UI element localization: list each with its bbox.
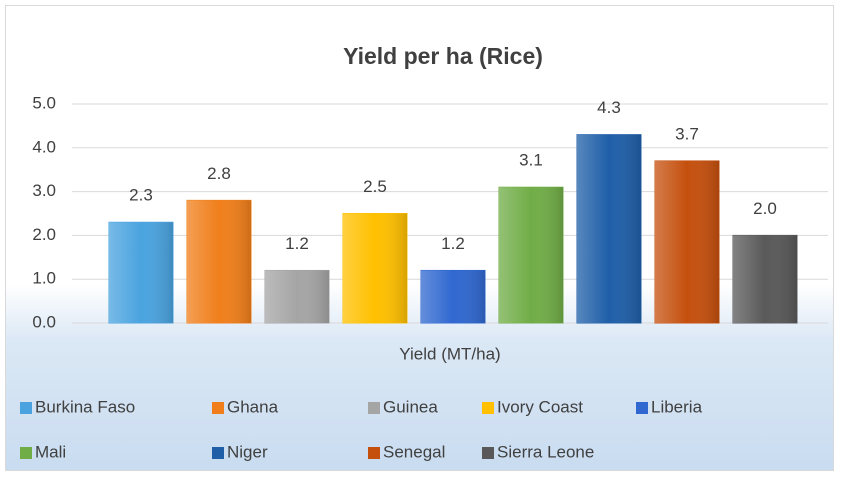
value-label: 4.3 xyxy=(597,98,621,117)
bar-shine xyxy=(733,235,797,323)
legend-swatch xyxy=(368,447,380,459)
legend-label: Sierra Leone xyxy=(497,442,594,461)
value-label: 3.7 xyxy=(675,124,699,143)
bar-shine xyxy=(343,213,407,323)
legend-label: Niger xyxy=(227,442,268,461)
value-label: 1.2 xyxy=(441,234,465,253)
legend-swatch xyxy=(636,402,648,414)
legend-label: Ivory Coast xyxy=(497,397,583,416)
legend-label: Guinea xyxy=(383,397,438,416)
bar-shine xyxy=(577,134,641,323)
legend-label: Senegal xyxy=(383,442,445,461)
value-label: 1.2 xyxy=(285,234,309,253)
value-label: 3.1 xyxy=(519,151,543,170)
legend-label: Mali xyxy=(35,442,66,461)
y-tick-label: 2.0 xyxy=(32,225,56,244)
legend-label: Liberia xyxy=(651,397,703,416)
legend-swatch xyxy=(212,402,224,414)
legend-swatch xyxy=(20,447,32,459)
bar-shine xyxy=(421,270,485,323)
x-tick-label: Yield (MT/ha) xyxy=(399,344,500,363)
y-tick-label: 3.0 xyxy=(32,181,56,200)
legend-swatch xyxy=(482,447,494,459)
y-tick-label: 1.0 xyxy=(32,269,56,288)
legend-label: Ghana xyxy=(227,397,279,416)
value-label: 2.8 xyxy=(207,164,231,183)
value-label: 2.0 xyxy=(753,199,777,218)
y-tick-label: 0.0 xyxy=(32,312,56,331)
bar-shine xyxy=(265,270,329,323)
y-tick-label: 4.0 xyxy=(32,137,56,156)
legend-swatch xyxy=(368,402,380,414)
legend-label: Burkina Faso xyxy=(35,397,135,416)
value-label: 2.5 xyxy=(363,177,387,196)
bar-shine xyxy=(109,222,173,323)
chart-title: Yield per ha (Rice) xyxy=(343,43,543,69)
legend-swatch xyxy=(482,402,494,414)
y-tick-label: 5.0 xyxy=(32,93,56,112)
legend-swatch xyxy=(20,402,32,414)
legend-swatch xyxy=(212,447,224,459)
bar-shine xyxy=(187,200,251,323)
bar-shine xyxy=(499,187,563,323)
value-label: 2.3 xyxy=(129,186,153,205)
bar-shine xyxy=(655,160,719,323)
